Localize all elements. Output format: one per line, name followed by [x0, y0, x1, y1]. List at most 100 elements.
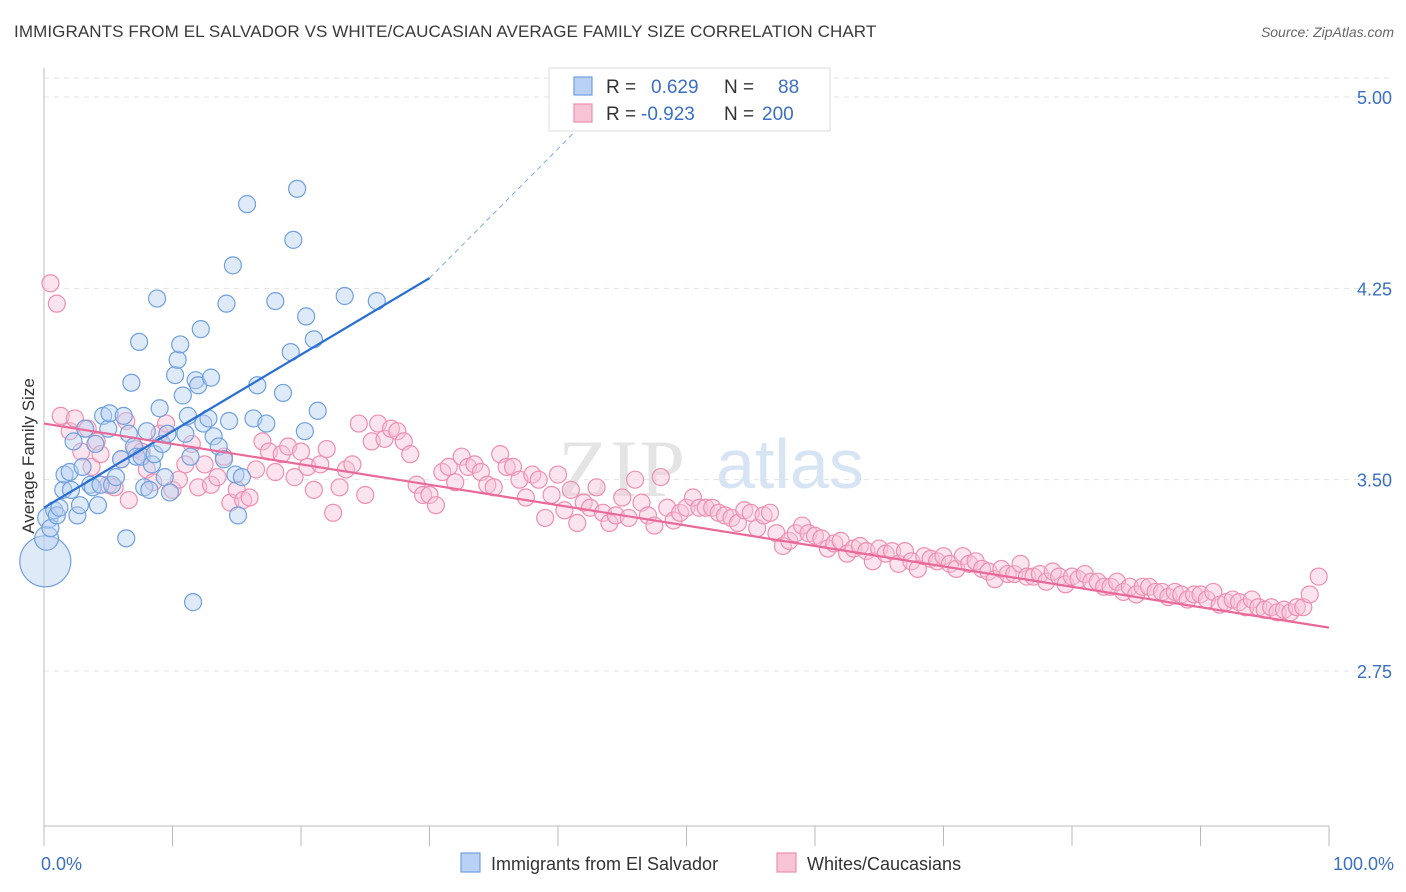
stats-legend: R = 0.629 N = 88 R = -0.923 N = 200 — [548, 67, 831, 132]
chart-source: Source: ZipAtlas.com — [1260, 24, 1394, 40]
x-tick-label: 0.0% — [41, 854, 82, 874]
whites-point — [613, 488, 632, 507]
stats-n-value-2: 200 — [762, 104, 794, 125]
el-salvador-point — [100, 404, 119, 423]
bottom-legend: Immigrants from El Salvador Whites/Cauca… — [460, 852, 961, 874]
y-tick-label: 5.00 — [1357, 88, 1392, 108]
el-salvador-point — [194, 414, 213, 433]
whites-point — [41, 274, 60, 293]
el-salvador-point — [135, 478, 154, 497]
el-salvador-point — [137, 422, 156, 441]
el-salvador-point — [129, 332, 149, 352]
stats-n-label-2: N = — [724, 104, 754, 125]
whites-point — [625, 470, 645, 489]
whites-point — [240, 488, 259, 507]
whites-point — [51, 406, 70, 425]
el-salvador-point — [266, 291, 285, 311]
legend-pink-swatch — [776, 852, 797, 873]
el-salvador-point — [168, 350, 187, 369]
whites-point — [324, 503, 343, 522]
whites-point — [311, 455, 330, 474]
y-tick-label: 2.75 — [1357, 662, 1392, 682]
stats-r-label-2: R = — [606, 104, 636, 125]
whites-point — [536, 508, 555, 528]
series-el-salvador — [19, 179, 386, 612]
whites-point — [246, 460, 266, 479]
whites-point — [446, 473, 465, 492]
el-salvador-point — [34, 525, 60, 551]
el-salvador-point — [284, 230, 303, 249]
el-salvador-point — [219, 411, 239, 431]
el-salvador-point — [288, 179, 307, 198]
whites-point — [330, 478, 349, 497]
whites-point — [683, 488, 703, 507]
el-salvador-point — [117, 529, 136, 548]
el-salvador-point — [70, 496, 90, 515]
x-ticks: 0.0% 100.0% — [41, 854, 1394, 874]
whites-point — [343, 455, 362, 474]
whites-point — [426, 496, 446, 515]
stats-r-value-1: 0.629 — [651, 77, 699, 98]
el-salvador-point — [295, 422, 314, 441]
stats-n-label-1: N = — [724, 77, 754, 98]
whites-point — [356, 485, 375, 505]
whites-point — [317, 439, 336, 459]
el-salvador-trendline — [43, 277, 431, 509]
whites-point — [760, 503, 780, 522]
whites-point — [542, 485, 561, 505]
el-salvador-point — [165, 365, 185, 385]
el-salvador-point — [150, 399, 169, 418]
watermark: ZIP atlas — [558, 423, 864, 514]
el-salvador-point — [308, 401, 327, 420]
el-salvador-point — [106, 468, 126, 487]
el-salvador-point — [147, 289, 167, 308]
el-salvador-point — [86, 434, 105, 454]
whites-point — [548, 465, 568, 484]
el-salvador-point — [297, 307, 316, 326]
el-salvador-point — [173, 386, 192, 405]
whites-point — [568, 513, 587, 533]
whites-point — [349, 414, 368, 433]
el-salvador-point — [214, 450, 233, 469]
el-salvador-point — [155, 468, 174, 487]
el-salvador-point — [183, 593, 203, 612]
trendlines — [43, 96, 1330, 629]
y-ticks: 2.75 3.50 4.25 5.00 — [1357, 88, 1392, 682]
el-salvador-point — [176, 424, 195, 443]
el-salvador-point — [114, 406, 133, 425]
whites-point — [420, 485, 439, 505]
whites-point — [516, 488, 535, 507]
el-salvador-point — [145, 445, 164, 464]
el-salvador-point — [88, 496, 108, 515]
legend-label-el-salvador: Immigrants from El Salvador — [491, 854, 718, 874]
el-salvador-point — [257, 414, 276, 433]
whites-point — [47, 294, 66, 313]
el-salvador-point — [73, 457, 92, 477]
whites-point — [208, 468, 227, 487]
el-salvador-point — [204, 427, 223, 446]
el-salvador-point — [304, 330, 323, 349]
whites-point — [72, 442, 91, 461]
whites-point — [413, 485, 433, 505]
whites-point — [497, 457, 516, 477]
stats-r-value-2: -0.923 — [641, 104, 695, 125]
x-tick-label: 100.0% — [1333, 854, 1394, 874]
el-salvador-point — [122, 373, 141, 392]
whites-point — [587, 478, 606, 497]
whites-point — [677, 498, 696, 517]
el-salvador-point — [186, 371, 205, 390]
watermark-zip: ZIP — [558, 423, 687, 514]
stats-n-value-1: 88 — [778, 77, 799, 98]
el-salvador-point — [228, 506, 248, 525]
legend-blue-swatch — [460, 852, 481, 873]
grid — [44, 77, 1390, 672]
y-axis-label: Average Family Size — [19, 378, 38, 534]
series-whites — [41, 274, 1328, 622]
el-salvador-point — [191, 320, 210, 339]
stats-legend-pink-swatch — [573, 103, 593, 123]
whites-point — [1300, 585, 1319, 604]
whites-point — [119, 490, 138, 510]
whites-point — [651, 468, 670, 487]
whites-point — [439, 457, 458, 477]
y-tick-label: 4.25 — [1357, 279, 1392, 299]
